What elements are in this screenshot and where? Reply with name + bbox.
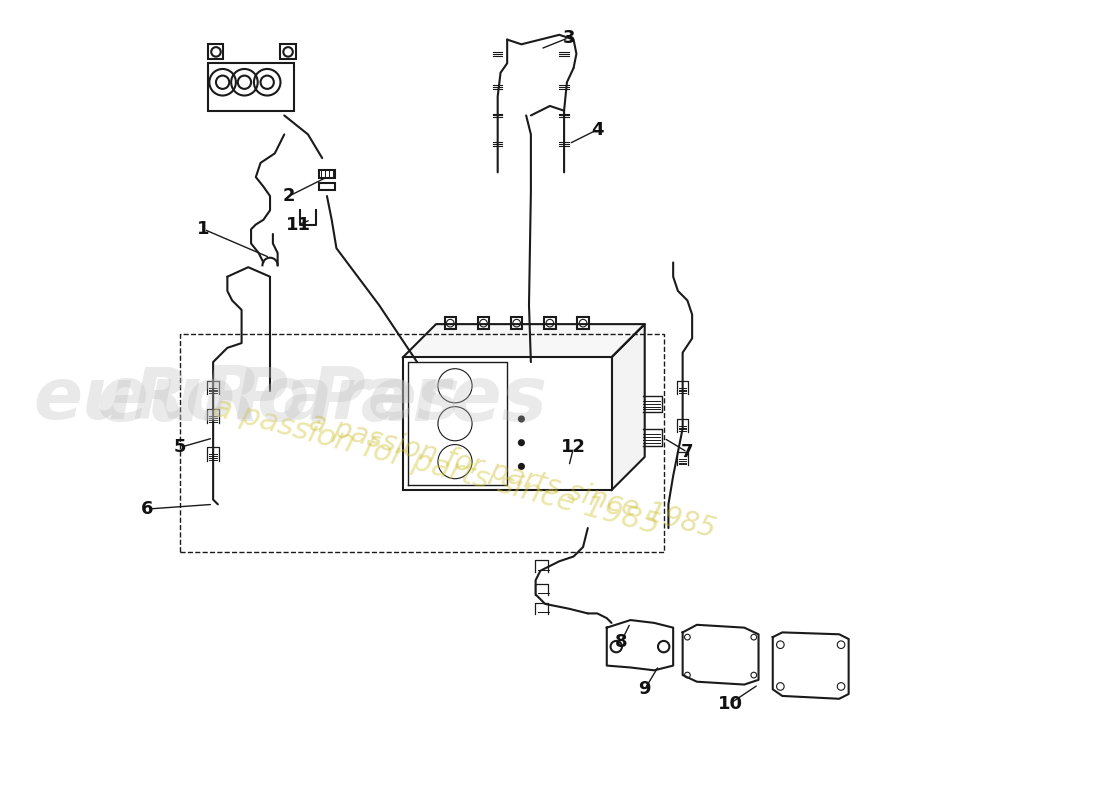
Bar [319,170,334,178]
Text: 4: 4 [591,121,604,138]
Text: 5: 5 [174,438,186,457]
Text: 11: 11 [286,215,311,234]
Text: euRoPares: euRoPares [33,366,460,434]
Polygon shape [403,324,645,358]
Bar [180,334,663,552]
Bar [477,318,490,329]
Text: 7: 7 [681,443,694,461]
Text: 12: 12 [561,438,586,457]
Text: 8: 8 [615,633,627,651]
Circle shape [518,440,525,446]
Bar [544,318,556,329]
Text: a passion for parts since 1985: a passion for parts since 1985 [306,408,718,544]
Text: 6: 6 [141,500,153,518]
Text: euRoPares: euRoPares [97,363,548,437]
Bar [444,318,456,329]
Polygon shape [612,324,645,490]
Text: a passion for parts since 1985: a passion for parts since 1985 [210,393,662,540]
Text: 10: 10 [717,694,743,713]
Text: 2: 2 [283,187,295,205]
Text: 1: 1 [197,220,210,238]
Bar [319,182,334,190]
Bar [512,318,522,329]
Text: 9: 9 [638,680,651,698]
Text: 3: 3 [562,29,575,46]
Circle shape [518,416,525,422]
Bar [578,318,588,329]
Circle shape [518,463,525,470]
